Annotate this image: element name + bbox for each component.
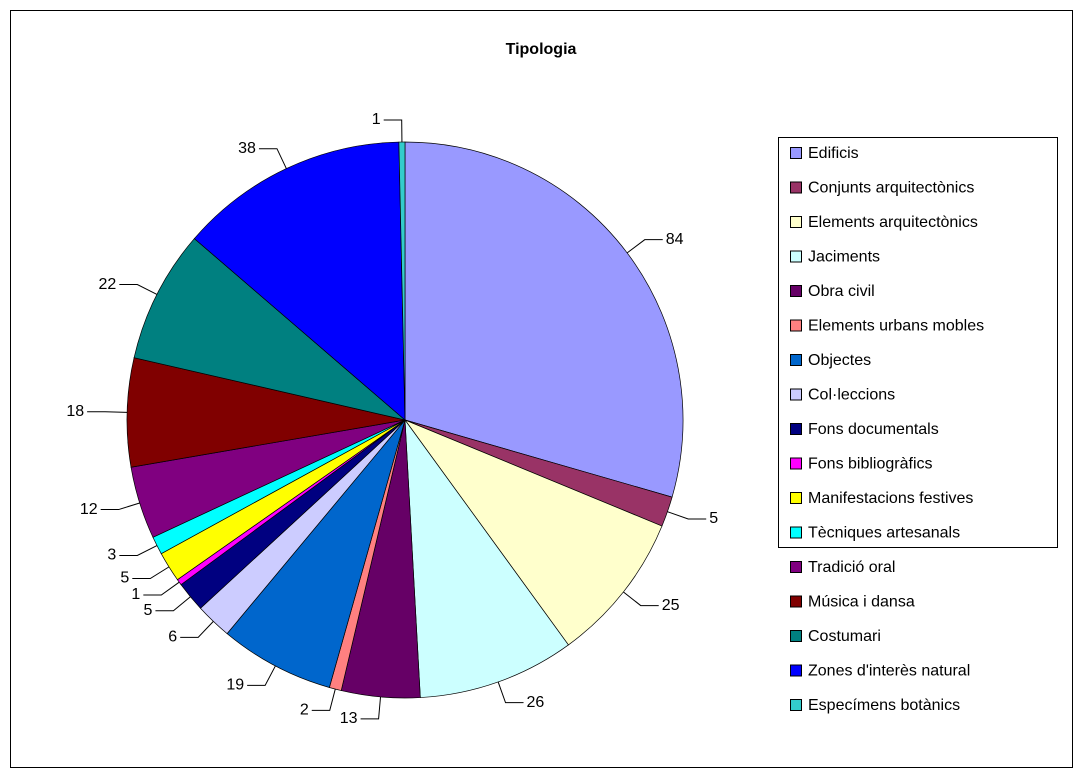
legend-label: Tècniques artesanals bbox=[808, 525, 960, 542]
pie-slice bbox=[193, 141, 406, 421]
legend-swatch bbox=[790, 216, 802, 228]
leader-line bbox=[667, 511, 707, 520]
legend-label: Fons documentals bbox=[808, 421, 939, 438]
legend-swatch bbox=[790, 423, 802, 435]
data-label: 13 bbox=[340, 710, 358, 727]
leader-line bbox=[143, 581, 180, 596]
leader-line bbox=[132, 566, 170, 580]
legend-swatch bbox=[790, 492, 802, 504]
legend-label: Jaciments bbox=[808, 249, 880, 266]
legend-label: Zones d'interès natural bbox=[808, 663, 970, 680]
data-label: 3 bbox=[107, 547, 116, 564]
legend-swatch bbox=[790, 388, 802, 401]
data-label: 84 bbox=[666, 231, 684, 248]
legend-label: Obra civil bbox=[808, 283, 875, 300]
legend-label: Conjunts arquitectònics bbox=[808, 180, 974, 197]
leader-line bbox=[119, 284, 158, 295]
leader-line bbox=[87, 411, 128, 413]
legend-label: Elements arquitectònics bbox=[808, 214, 978, 231]
leader-line bbox=[155, 596, 191, 612]
legend-swatch bbox=[790, 526, 802, 539]
pie-slice bbox=[226, 419, 406, 688]
legend-label: Costumari bbox=[808, 628, 881, 645]
legend-label: Tradició oral bbox=[808, 559, 895, 576]
leader-line bbox=[383, 119, 403, 143]
leader-line bbox=[311, 688, 336, 711]
legend-swatch bbox=[790, 457, 802, 470]
leader-line bbox=[247, 665, 276, 686]
data-label: 26 bbox=[527, 694, 545, 711]
legend-swatch bbox=[790, 354, 802, 366]
pie-slice bbox=[398, 141, 406, 421]
legend-swatch bbox=[790, 664, 802, 677]
data-label: 22 bbox=[99, 276, 117, 293]
leader-line bbox=[180, 621, 214, 638]
leader-line bbox=[360, 696, 382, 720]
legend-label: Manifestacions festives bbox=[808, 490, 973, 507]
legend-swatch bbox=[790, 561, 802, 573]
legend-label: Música i dansa bbox=[808, 594, 915, 611]
data-label: 25 bbox=[662, 597, 680, 614]
legend-box bbox=[778, 137, 1058, 548]
legend-label: Especímens botànics bbox=[808, 697, 960, 714]
data-label: 6 bbox=[168, 629, 177, 646]
leader-line bbox=[119, 545, 158, 556]
legend-swatch bbox=[790, 595, 802, 608]
data-label: 5 bbox=[144, 602, 153, 619]
data-label: 19 bbox=[226, 677, 244, 694]
leader-line bbox=[497, 681, 524, 704]
data-label: 12 bbox=[80, 501, 98, 518]
leader-line bbox=[258, 148, 287, 169]
legend-swatch bbox=[790, 319, 802, 332]
data-label: 38 bbox=[238, 140, 256, 157]
legend-swatch bbox=[790, 699, 802, 711]
data-label: 2 bbox=[300, 702, 309, 719]
data-label: 1 bbox=[131, 586, 140, 603]
legend-swatch bbox=[790, 630, 802, 642]
legend-swatch bbox=[790, 250, 802, 263]
legend-label: Edificis bbox=[808, 145, 859, 162]
legend-swatch bbox=[790, 285, 802, 297]
legend-label: Fons bibliogràfics bbox=[808, 456, 933, 473]
leader-line bbox=[623, 591, 659, 607]
legend-label: Objectes bbox=[808, 352, 871, 369]
legend-label: Elements urbans mobles bbox=[808, 318, 984, 335]
legend-swatch bbox=[790, 147, 802, 159]
chart-title: Tipologia bbox=[506, 41, 577, 58]
data-label: 1 bbox=[372, 111, 381, 128]
data-label: 18 bbox=[66, 403, 84, 420]
leader-line bbox=[100, 502, 140, 511]
legend-swatch bbox=[790, 181, 802, 194]
leader-line bbox=[626, 239, 663, 254]
legend-label: Col·leccions bbox=[808, 387, 895, 404]
data-label: 5 bbox=[120, 570, 129, 587]
data-label: 5 bbox=[709, 510, 718, 527]
